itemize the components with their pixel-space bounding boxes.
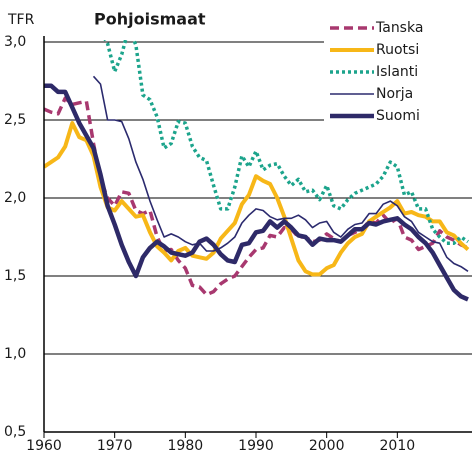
y-tick-label: 2,0 <box>4 190 26 206</box>
legend: Tanska Ruotsi Islanti Norja Suomi <box>324 16 472 130</box>
series-line <box>44 121 470 277</box>
x-tick-label: 2000 <box>309 438 345 454</box>
y-tick-label: 1,0 <box>4 346 26 362</box>
series-line <box>44 83 469 302</box>
y-tick-label: 3,0 <box>4 34 26 50</box>
legend-label: Ruotsi <box>376 42 419 58</box>
legend-label: Norja <box>376 86 413 102</box>
legend-label: Islanti <box>376 64 418 80</box>
x-tick-label: 2010 <box>380 438 416 454</box>
chart-title: Pohjoismaat <box>94 10 206 29</box>
axes: 0,5 1,0 1,5 2,0 2,5 3,0 1960 1970 1980 1990 2000 20… <box>4 34 472 454</box>
y-axis-label: TFR <box>7 12 35 28</box>
x-tick-label: 1970 <box>97 438 133 454</box>
series-line <box>92 75 469 272</box>
x-tick-label: 1990 <box>238 438 274 454</box>
legend-label: Tanska <box>375 20 423 36</box>
plot-lines <box>44 40 470 302</box>
y-tick-label: 0,5 <box>4 424 26 440</box>
x-tick-label: 1980 <box>168 438 204 454</box>
y-tick-label: 1,5 <box>4 268 26 284</box>
x-tick-label: 1960 <box>26 438 62 454</box>
y-tick-label: 2,5 <box>4 112 26 128</box>
legend-label: Suomi <box>376 108 420 124</box>
